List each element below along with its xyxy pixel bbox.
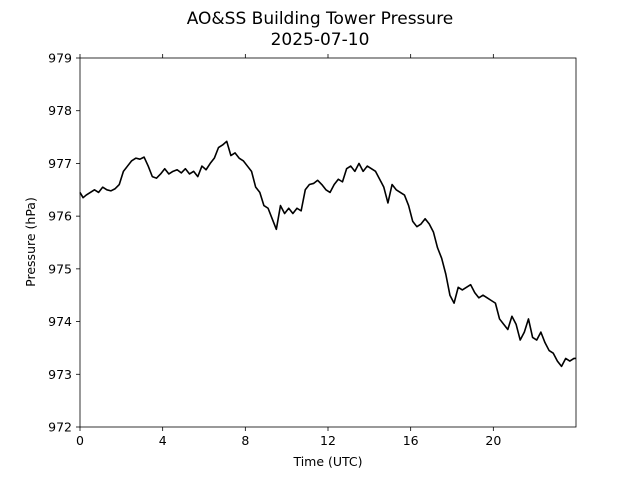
x-axis-ticks: 0 4 8 12 16 20 bbox=[76, 54, 501, 448]
y-tick-label: 978 bbox=[48, 103, 72, 118]
y-tick-label: 975 bbox=[48, 261, 72, 276]
y-tick-label: 972 bbox=[48, 420, 72, 435]
chart-subtitle: 2025-07-10 bbox=[271, 30, 370, 50]
y-axis-ticks: 972 973 974 975 976 977 978 979 bbox=[48, 51, 80, 435]
x-tick-label: 20 bbox=[485, 433, 501, 448]
x-axis-label: Time (UTC) bbox=[292, 454, 362, 469]
x-tick-label: 4 bbox=[159, 433, 167, 448]
y-tick-label: 973 bbox=[48, 367, 72, 382]
y-tick-label: 979 bbox=[48, 51, 72, 66]
chart-title: AO&SS Building Tower Pressure bbox=[187, 9, 454, 29]
x-tick-label: 8 bbox=[241, 433, 249, 448]
y-tick-label: 976 bbox=[48, 209, 72, 224]
x-tick-label: 16 bbox=[403, 433, 419, 448]
plot-area bbox=[79, 140, 576, 368]
pressure-series-line bbox=[79, 140, 576, 368]
x-tick-label: 12 bbox=[320, 433, 336, 448]
x-tick-label: 0 bbox=[76, 433, 84, 448]
y-tick-label: 977 bbox=[48, 156, 72, 171]
y-axis-label: Pressure (hPa) bbox=[23, 197, 38, 287]
y-tick-label: 974 bbox=[48, 314, 72, 329]
